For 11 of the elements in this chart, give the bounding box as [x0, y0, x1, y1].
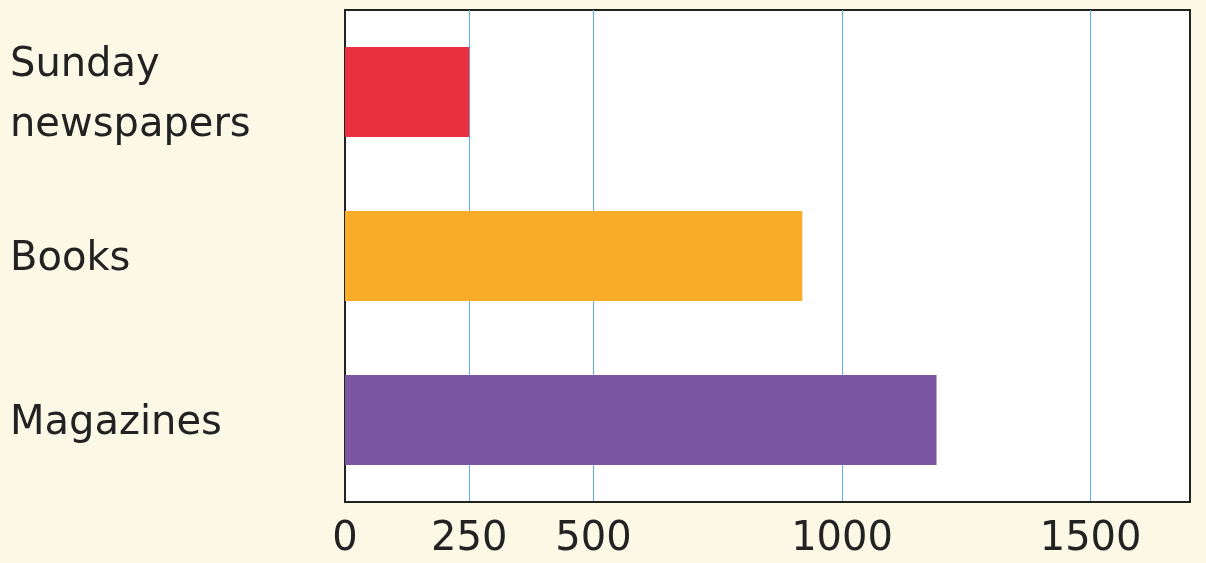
x-tick-label: 1500: [1039, 513, 1142, 559]
bar: [345, 210, 803, 302]
x-tick-label: 250: [431, 513, 508, 559]
y-tick-label: Books: [10, 233, 131, 279]
bar: [345, 374, 937, 466]
x-tick-label: 1000: [791, 513, 893, 559]
y-tick-label: Sunday newspapers: [10, 39, 251, 145]
x-tick-label: 500: [555, 513, 632, 559]
x-tick-label: 0: [332, 513, 358, 559]
y-tick-label: Magazines: [10, 397, 222, 443]
bar: [345, 46, 470, 138]
